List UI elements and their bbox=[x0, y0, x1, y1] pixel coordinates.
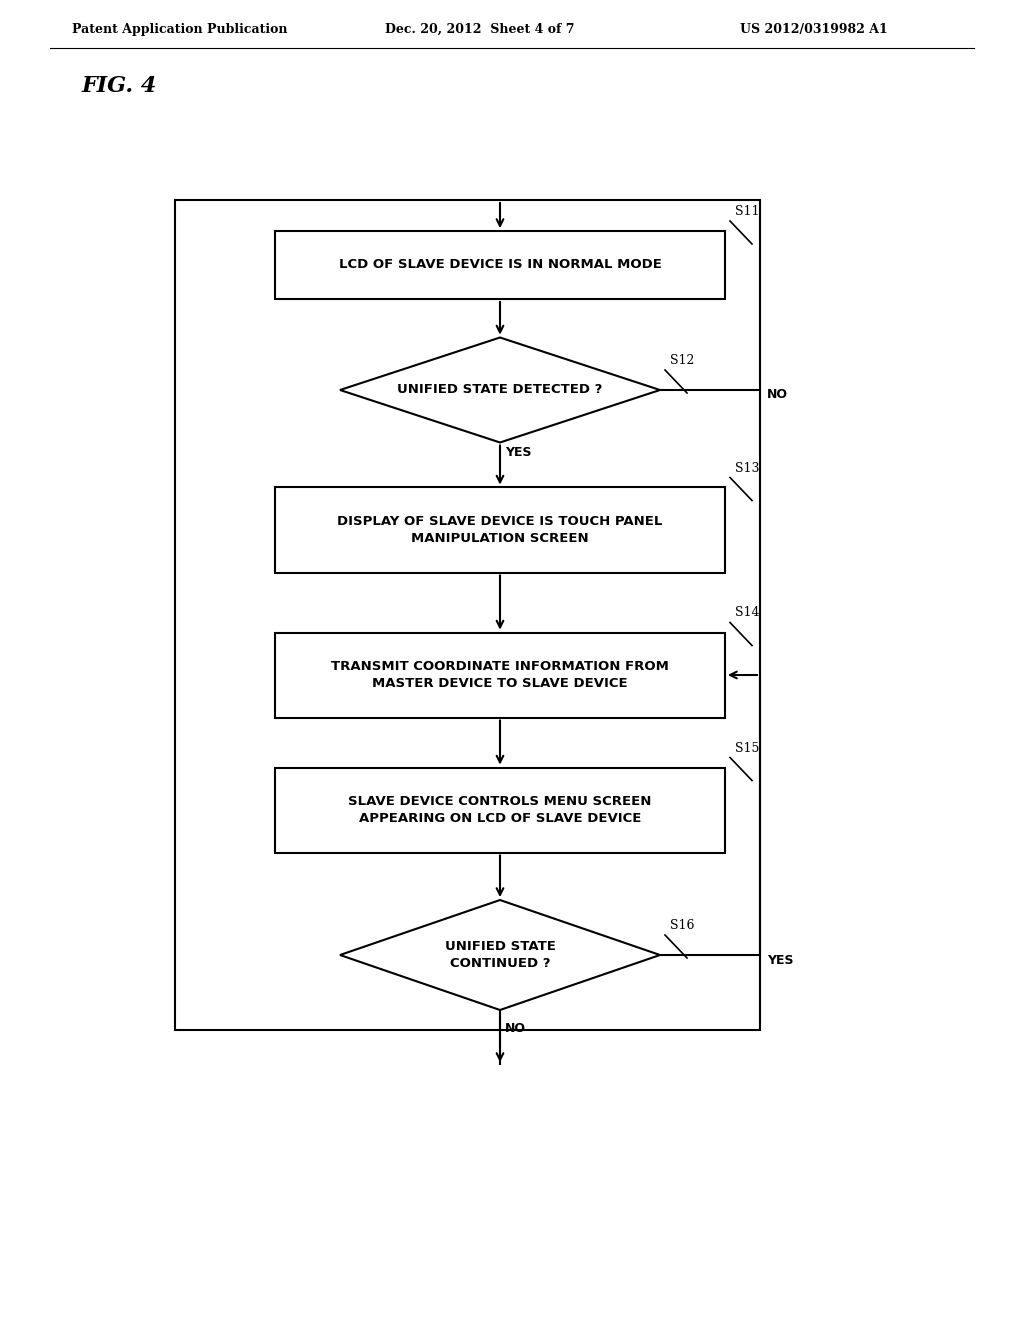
Text: S16: S16 bbox=[670, 919, 694, 932]
Text: S15: S15 bbox=[735, 742, 760, 755]
Text: UNIFIED STATE
CONTINUED ?: UNIFIED STATE CONTINUED ? bbox=[444, 940, 555, 970]
Text: SLAVE DEVICE CONTROLS MENU SCREEN
APPEARING ON LCD OF SLAVE DEVICE: SLAVE DEVICE CONTROLS MENU SCREEN APPEAR… bbox=[348, 795, 651, 825]
Text: DISPLAY OF SLAVE DEVICE IS TOUCH PANEL
MANIPULATION SCREEN: DISPLAY OF SLAVE DEVICE IS TOUCH PANEL M… bbox=[337, 515, 663, 545]
Text: NO: NO bbox=[505, 1022, 526, 1035]
Bar bbox=[275, 231, 725, 300]
Bar bbox=[275, 487, 725, 573]
Text: S14: S14 bbox=[735, 606, 760, 619]
Text: Dec. 20, 2012  Sheet 4 of 7: Dec. 20, 2012 Sheet 4 of 7 bbox=[385, 22, 574, 36]
Text: Patent Application Publication: Patent Application Publication bbox=[72, 22, 288, 36]
Text: YES: YES bbox=[767, 953, 794, 966]
Text: LCD OF SLAVE DEVICE IS IN NORMAL MODE: LCD OF SLAVE DEVICE IS IN NORMAL MODE bbox=[339, 259, 662, 272]
Bar bbox=[275, 767, 725, 853]
Text: S13: S13 bbox=[735, 462, 760, 474]
Text: FIG. 4: FIG. 4 bbox=[82, 75, 158, 96]
Text: UNIFIED STATE DETECTED ?: UNIFIED STATE DETECTED ? bbox=[397, 384, 603, 396]
Text: YES: YES bbox=[505, 446, 531, 459]
Bar bbox=[275, 632, 725, 718]
Text: S12: S12 bbox=[670, 354, 694, 367]
Text: S11: S11 bbox=[735, 205, 760, 218]
Bar bbox=[175, 201, 760, 1030]
Text: NO: NO bbox=[767, 388, 788, 401]
Polygon shape bbox=[340, 900, 660, 1010]
Text: US 2012/0319982 A1: US 2012/0319982 A1 bbox=[740, 22, 888, 36]
Polygon shape bbox=[340, 338, 660, 442]
Text: TRANSMIT COORDINATE INFORMATION FROM
MASTER DEVICE TO SLAVE DEVICE: TRANSMIT COORDINATE INFORMATION FROM MAS… bbox=[331, 660, 669, 690]
